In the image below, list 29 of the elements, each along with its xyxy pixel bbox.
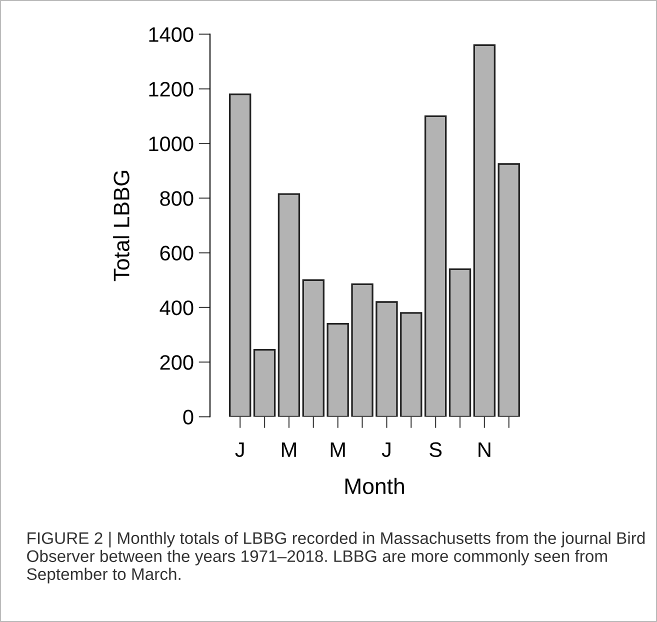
y-tick-label: 600 — [160, 246, 194, 261]
caption: FIGURE 2 | Monthly totals of LBBG recorded in Massachusetts from the journal Bird Observer between the years 1971–2018. LBBG are more commonly seen from September to March. — [27, 532, 645, 584]
bar — [351, 283, 374, 417]
bar — [400, 312, 422, 417]
bar — [473, 44, 496, 417]
x-tick-label: J — [382, 442, 390, 458]
x-axis-title: Month — [345, 478, 404, 494]
bar — [253, 348, 276, 417]
y-tick-label: 1200 — [149, 82, 194, 97]
bar — [326, 323, 349, 417]
y-tick-label: 1000 — [149, 136, 194, 152]
bar — [424, 115, 447, 417]
bar — [498, 163, 520, 417]
x-tick-label: M — [282, 442, 296, 457]
bar — [229, 93, 252, 417]
bar — [448, 268, 472, 417]
x-tick-label: S — [430, 442, 442, 458]
bar — [376, 301, 398, 417]
y-axis-title: Total LBBG — [113, 170, 130, 282]
bar — [302, 279, 325, 417]
x-tick-label: N — [478, 442, 490, 457]
bar — [278, 193, 300, 417]
x-tick-label: M — [330, 442, 345, 457]
y-tick-label: 0 — [183, 410, 194, 424]
y-tick-label: 200 — [160, 355, 194, 370]
y-tick-label: 800 — [160, 191, 194, 206]
x-tick-label: J — [235, 442, 244, 458]
y-tick-label: 400 — [160, 300, 194, 316]
y-tick-label: 1400 — [149, 27, 194, 42]
